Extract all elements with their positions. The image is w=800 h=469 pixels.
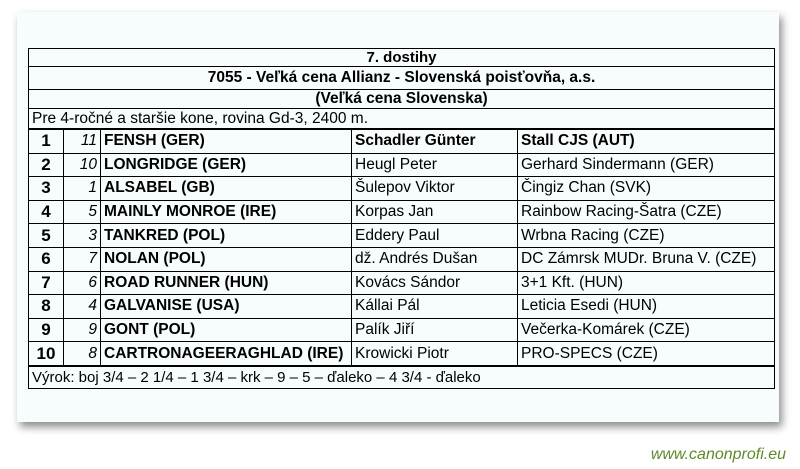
position-cell: 2 [28,152,64,178]
result-row: 10 8 CARTRONAGEERAGHLAD (IRE) Krowicki Piot… [28,341,775,367]
position-cell: 4 [28,199,64,225]
position-cell: 10 [28,341,64,367]
jockey-cell: Kállai Pál [351,294,518,319]
result-row: 7 6 ROAD RUNNER (HUN) Kovács Sándor 3+1 Kft.… [28,270,775,296]
horse-cell: NOLAN (POL) [100,246,352,272]
race-conditions-row: Pre 4-ročné a staršie kone, rovina Gd-3,… [28,108,775,130]
number-cell: 4 [63,294,101,319]
horse-cell: MAINLY MONROE (IRE) [100,199,352,225]
horse-cell: FENSH (GER) [100,128,352,154]
position-cell: 9 [28,317,64,343]
number-cell: 3 [63,223,101,248]
race-name-row: 7055 - Veľká cena Allianz - Slovenská po… [28,66,775,90]
number-cell: 11 [63,128,101,154]
race-subtitle: (Veľká cena Slovenska) [28,89,775,109]
horse-cell: GALVANISE (USA) [100,294,352,319]
jockey-cell: Šulepov Viktor [351,176,518,201]
verdict-row: Výrok: boj 3/4 – 2 1/4 – 1 3/4 – krk – 9… [28,364,775,389]
result-row: 2 10 LONGRIDGE (GER) Heugl Peter Gerhard Sin… [28,152,775,178]
horse-cell: ROAD RUNNER (HUN) [100,270,352,296]
position-cell: 1 [28,128,64,154]
result-row: 9 9 GONT (POL) Palík Jiří Večerka-Komárek (C… [28,317,775,343]
owner-cell: Rainbow Racing-Šatra (CZE) [517,199,775,225]
jockey-cell: Krowicki Piotr [351,341,518,367]
number-cell: 6 [63,270,101,296]
jockey-cell: dž. Andrés Dušan [351,246,518,272]
owner-cell: Leticia Esedi (HUN) [517,294,775,319]
jockey-cell: Kovács Sándor [351,270,518,296]
owner-cell: Čingiz Chan (SVK) [517,176,775,201]
owner-cell: Gerhard Sindermann (GER) [517,152,775,178]
result-row: 1 11 FENSH (GER) Schadler Günter Stall CJS (… [28,128,775,154]
race-title: 7. dostihy [28,48,775,67]
jockey-cell: Heugl Peter [351,152,518,178]
position-cell: 7 [28,270,64,296]
race-name: 7055 - Veľká cena Allianz - Slovenská po… [28,66,775,90]
owner-cell: DC Zámrsk MUDr. Bruna V. (CZE) [517,246,775,272]
race-subtitle-row: (Veľká cena Slovenska) [28,89,775,109]
owner-cell: PRO-SPECS (CZE) [517,341,775,367]
result-row: 6 7 NOLAN (POL) dž. Andrés Dušan DC Zámrsk M… [28,246,775,272]
jockey-cell: Palík Jiří [351,317,518,343]
position-cell: 8 [28,294,64,319]
owner-cell: Wrbna Racing (CZE) [517,223,775,248]
watermark: www.canonprofi.eu [650,446,786,463]
owner-cell: Večerka-Komárek (CZE) [517,317,775,343]
race-title-row: 7. dostihy [28,48,775,67]
horse-cell: ALSABEL (GB) [100,176,352,201]
number-cell: 9 [63,317,101,343]
horse-cell: CARTRONAGEERAGHLAD (IRE) [100,341,352,367]
result-row: 4 5 MAINLY MONROE (IRE) Korpas Jan Rainbow R… [28,199,775,225]
result-row: 5 3 TANKRED (POL) Eddery Paul Wrbna Racing (… [28,223,775,248]
number-cell: 8 [63,341,101,367]
number-cell: 10 [63,152,101,178]
position-cell: 6 [28,246,64,272]
position-cell: 3 [28,176,64,201]
number-cell: 5 [63,199,101,225]
jockey-cell: Schadler Günter [351,128,518,154]
jockey-cell: Eddery Paul [351,223,518,248]
position-cell: 5 [28,223,64,248]
result-row: 8 4 GALVANISE (USA) Kállai Pál Leticia Esedi… [28,294,775,319]
horse-cell: GONT (POL) [100,317,352,343]
number-cell: 1 [63,176,101,201]
number-cell: 7 [63,246,101,272]
horse-cell: LONGRIDGE (GER) [100,152,352,178]
owner-cell: Stall CJS (AUT) [517,128,775,154]
result-row: 3 1 ALSABEL (GB) Šulepov Viktor Čingiz Chan … [28,176,775,201]
verdict: Výrok: boj 3/4 – 2 1/4 – 1 3/4 – krk – 9… [28,364,775,389]
horse-cell: TANKRED (POL) [100,223,352,248]
race-conditions: Pre 4-ročné a staršie kone, rovina Gd-3,… [28,108,775,130]
race-results-table: 7. dostihy 7055 - Veľká cena Allianz - S… [28,48,775,389]
owner-cell: 3+1 Kft. (HUN) [517,270,775,296]
jockey-cell: Korpas Jan [351,199,518,225]
